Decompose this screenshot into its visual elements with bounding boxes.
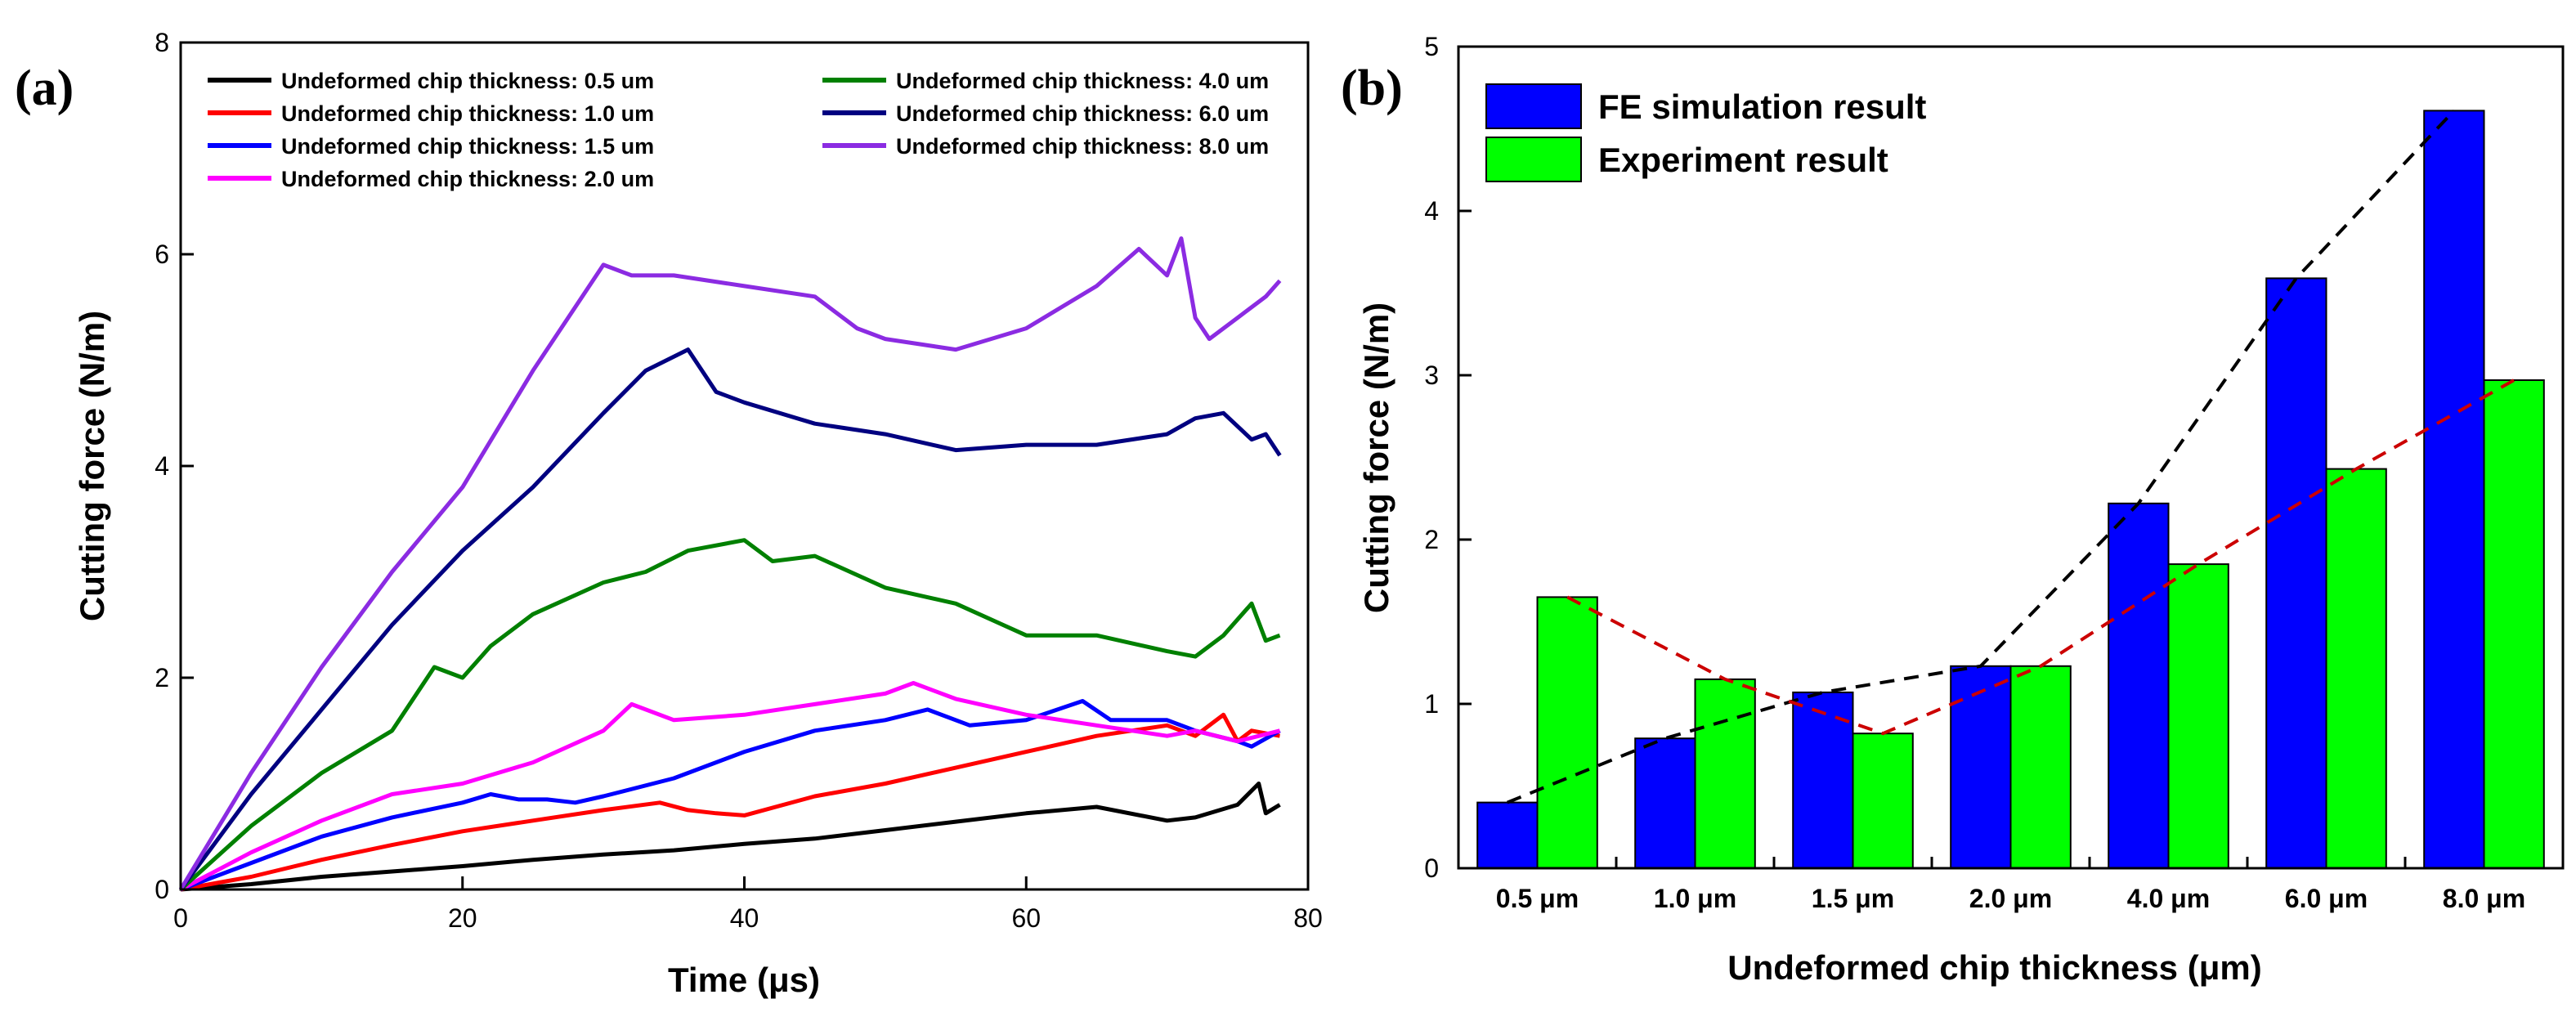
panel-b-label: (b): [1341, 60, 1403, 116]
panel-b-y-axis-title: Cutting force (N/m): [1357, 302, 1396, 613]
bar: [2327, 469, 2386, 868]
bar: [1635, 738, 1695, 868]
y-tick-label: 4: [1424, 196, 1439, 226]
legend-swatch: [1486, 84, 1581, 128]
x-tick-label: 80: [1293, 903, 1323, 933]
bar: [1951, 666, 2010, 868]
category-label: 0.5 μm: [1496, 884, 1579, 913]
y-tick-label: 0: [1424, 853, 1439, 883]
legend-label: Undeformed chip thickness: 6.0 um: [896, 101, 1269, 126]
legend-label: Undeformed chip thickness: 1.0 um: [281, 101, 654, 126]
panel-a-line-chart: (a) 0 2 4 6 8 0 20 40 60 80 Time (μs) Cutting fo…: [15, 28, 1323, 999]
legend-label: Undeformed chip thickness: 2.0 um: [281, 167, 654, 191]
y-tick-label: 8: [155, 28, 169, 57]
figure: (a) 02468 0 20 40 60 80 Time (μs) Cutting fo…: [0, 0, 2576, 1017]
bar: [2266, 278, 2326, 868]
category-label: 6.0 μm: [2285, 884, 2368, 913]
y-tick-label: 2: [155, 663, 169, 692]
bar: [1853, 733, 1913, 868]
legend-label: Undeformed chip thickness: 1.5 um: [281, 134, 654, 159]
y-tick-label: 2: [1424, 525, 1439, 554]
category-label: 8.0 μm: [2443, 884, 2525, 913]
legend-label: Undeformed chip thickness: 4.0 um: [896, 69, 1269, 93]
panel-a-y-ticks: 0 2 4 6 8: [155, 28, 194, 904]
legend-label: Undeformed chip thickness: 8.0 um: [896, 134, 1269, 159]
y-tick-label: 5: [1424, 32, 1439, 61]
panel-a-label: (a): [15, 60, 74, 116]
bar: [2424, 110, 2484, 868]
bar: [1696, 679, 1755, 868]
bar: [2108, 504, 2168, 868]
panel-b-x-axis-title: Undeformed chip thickness (μm): [1727, 948, 2261, 987]
y-tick-label: 3: [1424, 361, 1439, 390]
series-line: [181, 784, 1280, 890]
series-line: [181, 239, 1280, 889]
panel-b-bar-chart: (b) 0 1 2 3 4 5 0.5 μm 1.0 μm 1.5 μm 2.0 μm 4.0 μ…: [1341, 32, 2563, 987]
category-label: 1.5 μm: [1812, 884, 1894, 913]
x-tick-label: 20: [448, 903, 477, 933]
category-label: 1.0 μm: [1654, 884, 1736, 913]
bar: [2169, 564, 2229, 868]
legend-label: Undeformed chip thickness: 0.5 um: [281, 69, 654, 93]
legend-swatch: [1486, 137, 1581, 181]
x-tick-label: 60: [1011, 903, 1041, 933]
panel-a-x-ticks: 0 20 40 60 80: [173, 876, 1323, 933]
legend-label: FE simulation result: [1598, 87, 1926, 126]
legend-label: Experiment result: [1598, 141, 1888, 179]
category-label: 2.0 μm: [1969, 884, 2052, 913]
y-tick-label: 6: [155, 240, 169, 269]
panel-b-bars: [1477, 110, 2544, 868]
panel-a-x-axis-title: Time (μs): [668, 961, 820, 999]
y-tick-label: 0: [155, 875, 169, 904]
bar: [2011, 666, 2071, 868]
x-tick-label: 40: [730, 903, 759, 933]
series-line: [181, 715, 1280, 889]
panel-a-legend: Undeformed chip thickness: 0.5 um Undefor…: [208, 69, 1269, 191]
bar: [1477, 803, 1537, 868]
panel-a-series-lines: [181, 239, 1280, 889]
category-label: 4.0 μm: [2127, 884, 2210, 913]
panel-b-y-ticks: 0 1 2 3 4 5: [1424, 32, 1472, 883]
panel-a-y-axis-title: Cutting force (N/m): [73, 311, 111, 621]
y-tick-label: 1: [1424, 689, 1439, 719]
panel-b-legend: FE simulation result Experiment result: [1486, 84, 1926, 181]
x-tick-label: 0: [173, 903, 188, 933]
bar: [2484, 380, 2544, 868]
y-tick-label: 4: [155, 451, 169, 481]
bar: [1538, 597, 1597, 868]
series-line: [181, 683, 1280, 890]
